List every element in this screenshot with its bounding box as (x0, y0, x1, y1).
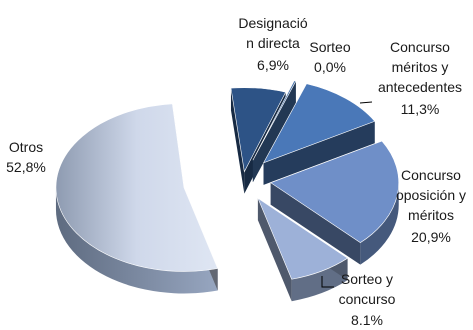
value-label: 52,8% (6, 159, 46, 175)
pie-slice-top (230, 87, 287, 173)
svg-text:concurso: concurso (339, 291, 396, 307)
label-text: Concurso (401, 167, 461, 183)
svg-text:Concurso: Concurso (401, 167, 461, 183)
pie-slice-2 (262, 83, 376, 185)
label-text: oposición y (396, 187, 466, 203)
pie-slice-top (262, 83, 376, 164)
label-text: antecedentes (378, 79, 462, 95)
svg-text:méritos y: méritos y (392, 59, 449, 75)
svg-text:oposición y: oposición y (396, 187, 466, 203)
leader-line-sorteo-y-concurso (321, 276, 334, 288)
svg-text:Concurso: Concurso (390, 39, 450, 55)
label-designacion-directa: Designació n directa 6,9% (238, 15, 307, 73)
label-text: Otros (9, 139, 43, 155)
pie-slice-top (252, 80, 297, 161)
svg-text:Designació: Designació (238, 15, 307, 31)
label-sorteo-y-concurso: Sorteo y concurso 8.1% (339, 271, 396, 328)
pie-slice-top (55, 103, 219, 272)
label-text: méritos (408, 207, 454, 223)
label-otros: Otros 52,8% (6, 139, 46, 175)
label-text: Sorteo y (341, 271, 393, 287)
svg-text:méritos: méritos (408, 207, 454, 223)
svg-text:52,8%: 52,8% (6, 159, 46, 175)
svg-text:Sorteo y: Sorteo y (341, 271, 393, 287)
pie-slice-4 (257, 197, 349, 302)
svg-text:11,3%: 11,3% (401, 101, 440, 117)
pie-slice-side (360, 182, 399, 265)
pie-slice-face (230, 88, 245, 194)
svg-text:n directa: n directa (246, 35, 300, 51)
value-label: 20,9% (411, 229, 451, 245)
pie-slice-1 (252, 80, 297, 183)
value-label: 8.1% (351, 312, 383, 328)
label-text: Concurso (390, 39, 450, 55)
svg-text:Sorteo: Sorteo (309, 39, 350, 55)
svg-text:6,9%: 6,9% (257, 57, 289, 73)
pie-slice-face (252, 81, 296, 183)
svg-text:antecedentes: antecedentes (378, 79, 462, 95)
label-text: concurso (339, 291, 396, 307)
value-label: 0,0% (314, 59, 346, 75)
pie-slice-side (55, 187, 218, 294)
svg-text:8.1%: 8.1% (351, 312, 383, 328)
label-text: n directa (246, 35, 300, 51)
label-text: Designació (238, 15, 307, 31)
pie-slice-top (257, 197, 349, 280)
pie-slice-face (263, 121, 375, 185)
pie-slice-face (257, 198, 292, 302)
svg-text:20,9%: 20,9% (411, 229, 451, 245)
value-label: 6,9% (257, 57, 289, 73)
pie-slice-face (270, 182, 361, 265)
svg-text:Otros: Otros (9, 139, 43, 155)
pie-slice-3 (270, 140, 400, 265)
label-concurso-meritos-antecedentes: Concurso méritos y antecedentes 11,3% (378, 39, 462, 117)
svg-text:0,0%: 0,0% (314, 59, 346, 75)
label-text: méritos y (392, 59, 449, 75)
pie-slice-5 (55, 103, 219, 294)
leader-line-concurso-meritos (359, 101, 373, 104)
label-text: Sorteo (309, 39, 350, 55)
label-concurso-oposicion-meritos: Concurso oposición y méritos 20,9% (396, 167, 466, 245)
pie-slice-top (270, 140, 400, 244)
label-sorteo: Sorteo 0,0% (309, 39, 350, 75)
value-label: 11,3% (401, 101, 440, 117)
